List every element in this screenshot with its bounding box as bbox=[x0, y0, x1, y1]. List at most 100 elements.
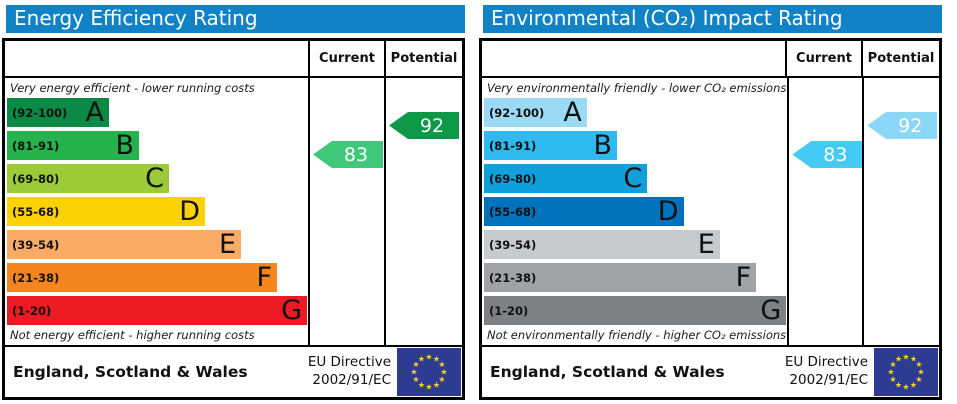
eu-directive-line2: 2002/91/EC bbox=[789, 372, 868, 388]
svg-text:★: ★ bbox=[433, 355, 440, 364]
table-header-row: Current Potential bbox=[482, 41, 939, 78]
svg-text:★: ★ bbox=[889, 360, 896, 369]
current-column: 83 bbox=[310, 78, 387, 345]
svg-text:★: ★ bbox=[915, 360, 922, 369]
band-range: (81-91) bbox=[12, 138, 60, 153]
svg-text:★: ★ bbox=[889, 375, 896, 384]
svg-text:★: ★ bbox=[410, 368, 417, 377]
bottom-caption: Not environmentally friendly - higher CO… bbox=[487, 328, 787, 342]
band-range: (1-20) bbox=[489, 303, 529, 318]
top-caption: Very environmentally friendly - lower CO… bbox=[487, 81, 787, 95]
column-header-current: Current bbox=[787, 41, 863, 76]
band-row-f: (21-38) F bbox=[7, 263, 277, 292]
svg-text:★: ★ bbox=[902, 353, 909, 362]
band-letter: C bbox=[623, 163, 643, 194]
band-row-c: (69-80) C bbox=[7, 164, 169, 193]
svg-text:★: ★ bbox=[895, 355, 902, 364]
band-range: (1-20) bbox=[12, 303, 52, 318]
svg-text:★: ★ bbox=[438, 360, 445, 369]
band-range: (55-68) bbox=[12, 204, 60, 219]
band-row-b: (81-91) B bbox=[7, 131, 139, 160]
band-range: (92-100) bbox=[12, 105, 68, 120]
rating-scale: Very energy efficient - lower running co… bbox=[5, 78, 310, 345]
svg-text:★: ★ bbox=[425, 383, 432, 392]
column-header-potential: Potential bbox=[867, 51, 935, 66]
panel-title: Energy Efficiency Rating bbox=[6, 5, 465, 33]
band-letter: G bbox=[281, 295, 302, 326]
band-letter: B bbox=[115, 130, 134, 161]
band-letter: E bbox=[697, 229, 715, 260]
svg-text:★: ★ bbox=[917, 368, 924, 377]
rating-column-header bbox=[5, 41, 310, 76]
band-letter: A bbox=[85, 97, 104, 128]
band-range: (21-38) bbox=[12, 270, 60, 285]
potential-column: 92 bbox=[864, 78, 939, 345]
eu-flag-icon: ★ ★★ ★★★ ★★★ ★★★ bbox=[397, 348, 461, 396]
rating-table: Current Potential Very environmentally f… bbox=[479, 38, 942, 400]
band-row-c: (69-80) C bbox=[484, 163, 648, 194]
band-range: (69-80) bbox=[489, 171, 537, 186]
current-rating-value: 83 bbox=[343, 143, 369, 166]
band-list: (92-100) A (81-91) B (69-80) C (55-68) D bbox=[484, 98, 787, 326]
svg-text:★: ★ bbox=[418, 355, 425, 364]
svg-text:★: ★ bbox=[902, 383, 909, 392]
band-letter: D bbox=[179, 196, 200, 227]
band-letter: G bbox=[760, 295, 782, 326]
band-letter: C bbox=[145, 163, 164, 194]
rating-table: Current Potential Very energy efficient … bbox=[2, 38, 465, 400]
svg-text:★: ★ bbox=[433, 381, 440, 390]
band-letter: D bbox=[657, 196, 679, 227]
column-header-current: Current bbox=[310, 41, 386, 76]
svg-text:★: ★ bbox=[438, 375, 445, 384]
band-row-e: (39-54) E bbox=[484, 230, 720, 259]
table-header-row: Current Potential bbox=[5, 41, 462, 78]
table-footer: England, Scotland & Wales EU Directive 2… bbox=[5, 345, 462, 397]
band-range: (92-100) bbox=[489, 105, 545, 120]
column-header-potential: Potential bbox=[390, 51, 458, 66]
potential-rating-arrow: 92 bbox=[867, 112, 938, 139]
band-letter: B bbox=[593, 130, 613, 161]
band-range: (55-68) bbox=[489, 204, 537, 219]
band-row-g: (1-20) G bbox=[7, 296, 307, 325]
svg-text:★: ★ bbox=[887, 368, 894, 377]
band-range: (21-38) bbox=[489, 270, 537, 285]
band-row-g: (1-20) G bbox=[484, 295, 787, 326]
potential-column: 92 bbox=[386, 78, 462, 345]
eu-directive-label: EU Directive 2002/91/EC bbox=[785, 354, 868, 389]
band-row-d: (55-68) D bbox=[484, 197, 684, 226]
band-row-a: (92-100) A bbox=[484, 98, 587, 127]
svg-text:★: ★ bbox=[910, 355, 917, 364]
band-row-a: (92-100) A bbox=[7, 98, 109, 127]
table-body: Very energy efficient - lower running co… bbox=[5, 78, 462, 345]
band-row-e: (39-54) E bbox=[7, 230, 241, 259]
table-body: Very environmentally friendly - lower CO… bbox=[482, 78, 939, 345]
eu-directive-line1: EU Directive bbox=[784, 354, 868, 371]
current-rating-arrow: 83 bbox=[792, 141, 863, 168]
eu-directive-line1: EU Directive bbox=[307, 354, 391, 371]
current-rating-value: 83 bbox=[823, 143, 848, 166]
svg-text:★: ★ bbox=[910, 381, 917, 390]
energy-efficiency-panel: Energy Efficiency Rating Current Potenti… bbox=[2, 0, 465, 404]
svg-text:★: ★ bbox=[895, 381, 902, 390]
eu-flag-icon: ★ ★★ ★★★ ★★★ ★★★ bbox=[874, 348, 938, 396]
current-rating-arrow: 83 bbox=[313, 141, 383, 168]
region-label: England, Scotland & Wales bbox=[490, 363, 725, 381]
bottom-caption: Not energy efficient - higher running co… bbox=[10, 328, 255, 342]
band-range: (39-54) bbox=[12, 237, 60, 252]
potential-rating-value: 92 bbox=[898, 114, 923, 137]
svg-text:★: ★ bbox=[915, 375, 922, 384]
band-range: (39-54) bbox=[489, 237, 537, 252]
band-row-d: (55-68) D bbox=[7, 197, 205, 226]
band-letter: F bbox=[256, 262, 272, 293]
band-row-b: (81-91) B bbox=[484, 130, 618, 161]
panel-title: Environmental (CO₂) Impact Rating bbox=[483, 5, 942, 33]
band-letter: A bbox=[563, 97, 582, 128]
table-footer: England, Scotland & Wales EU Directive 2… bbox=[482, 345, 939, 397]
co2-impact-panel: Environmental (CO₂) Impact Rating Curren… bbox=[479, 0, 942, 404]
current-column: 83 bbox=[789, 78, 865, 345]
potential-rating-arrow: 92 bbox=[389, 112, 460, 139]
band-letter: E bbox=[218, 229, 236, 260]
svg-text:★: ★ bbox=[425, 353, 432, 362]
svg-text:★: ★ bbox=[412, 360, 419, 369]
potential-rating-value: 92 bbox=[419, 114, 445, 137]
